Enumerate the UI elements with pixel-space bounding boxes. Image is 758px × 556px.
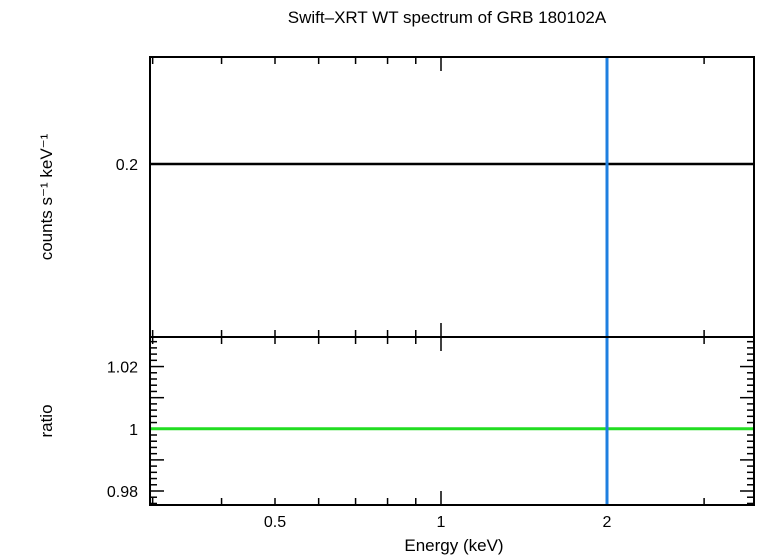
y-tick-label-ratio: 1.02 [107, 360, 138, 377]
y-tick-label-ratio: 0.98 [107, 484, 138, 501]
ratio-y-axis-label: ratio [37, 404, 56, 437]
y-tick-label-ratio: 1 [129, 422, 138, 439]
label-layer: 0.5 1 2 1.02 1 0.98 0.2 [107, 157, 612, 531]
y-tick-label-spectrum: 0.2 [116, 157, 138, 174]
ratio-ticks [150, 337, 754, 505]
chart-title: Swift–XRT WT spectrum of GRB 180102A [288, 8, 607, 27]
x-tick-label: 1 [437, 514, 446, 531]
x-axis-label: Energy (keV) [404, 536, 503, 555]
spectrum-ticks [150, 57, 754, 337]
ratio-panel-frame [149, 336, 755, 506]
x-tick-label: 2 [603, 514, 612, 531]
series-layer [150, 57, 754, 505]
spectrum-y-axis-label: counts s⁻¹ keV⁻¹ [37, 133, 56, 260]
spectrum-panel-frame [149, 56, 755, 338]
x-tick-label: 0.5 [264, 514, 286, 531]
